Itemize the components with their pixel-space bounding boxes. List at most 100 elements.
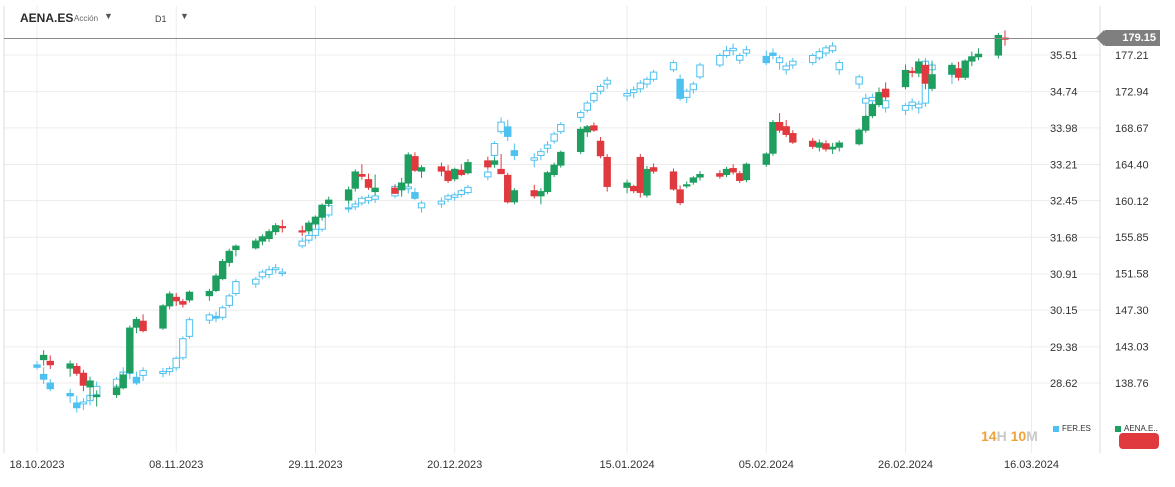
candle-body [603, 156, 611, 187]
candle-body [218, 261, 227, 280]
candle-body [696, 174, 704, 178]
candle [603, 154, 611, 192]
candle-body [218, 307, 227, 318]
candle-body [676, 189, 684, 204]
candle [636, 80, 645, 93]
candle [311, 226, 320, 239]
candle [689, 81, 698, 94]
candle [596, 136, 605, 159]
y-left-tick-label: 34.74 [1050, 87, 1078, 99]
candle-body [497, 121, 505, 133]
candle [809, 137, 817, 149]
candle [79, 398, 88, 411]
candle [126, 325, 134, 375]
candle [649, 69, 658, 82]
candle [762, 50, 770, 65]
candle-body [537, 191, 545, 197]
candle-body [79, 372, 88, 386]
candle [457, 188, 466, 198]
candle [643, 76, 651, 88]
candle [583, 100, 591, 113]
candle [318, 203, 326, 221]
candle [974, 48, 983, 61]
candle-body [79, 401, 88, 405]
chevron-down-icon[interactable]: ▼ [104, 11, 113, 21]
candle-body [265, 231, 273, 239]
candle-body [676, 78, 684, 99]
candle [179, 336, 187, 361]
y-left-tick-label: 28.62 [1050, 378, 1078, 390]
candle [729, 43, 737, 56]
symbol-label[interactable]: AENA.ES [20, 11, 74, 25]
chevron-down-icon[interactable]: ▼ [180, 11, 189, 21]
candle [716, 170, 724, 179]
x-tick-label: 08.11.2023 [149, 459, 203, 471]
candle-body [185, 291, 194, 301]
candle [504, 119, 512, 142]
candle-body [179, 301, 187, 305]
timeframe-selector[interactable]: D1 [155, 14, 167, 24]
candle [835, 60, 843, 75]
candle-body [881, 88, 890, 98]
legend-item-fer[interactable]: FER.ES [1053, 424, 1091, 433]
candle [46, 379, 54, 392]
candle [968, 51, 976, 67]
candle-body [86, 380, 94, 388]
candle-body [66, 392, 74, 397]
candle [411, 152, 419, 172]
candle-body [630, 185, 638, 192]
candle [165, 366, 174, 376]
candle-body [543, 144, 552, 149]
x-tick-label: 16.03.2024 [1004, 459, 1059, 471]
candle-body [232, 245, 240, 251]
legend-item-aena[interactable]: AENA.E.. [1115, 424, 1158, 433]
y-right-tick-label: 147.30 [1115, 305, 1149, 317]
candle-body [722, 168, 731, 176]
candle-body [271, 267, 280, 271]
candle [351, 200, 359, 211]
y-right-tick-label: 151.58 [1115, 269, 1149, 281]
countdown-hours-unit: H [996, 428, 1007, 444]
candle [908, 67, 916, 78]
candle-body [915, 103, 923, 109]
candle-body [364, 196, 373, 202]
candle-body [484, 160, 492, 168]
candle-body [46, 360, 54, 366]
candle-body [789, 60, 797, 66]
countdown-hours: 14 [981, 428, 997, 444]
candle-body [457, 169, 466, 176]
candle-countdown: 14H 10M [981, 428, 1038, 444]
candle-body [782, 65, 790, 71]
candle [543, 171, 552, 195]
candle-body [775, 57, 784, 64]
candle-body [404, 154, 412, 184]
candle-body [444, 195, 452, 200]
candle [530, 184, 538, 199]
candle-body [510, 150, 519, 156]
candle [351, 169, 359, 192]
candle [464, 184, 472, 195]
y-right-tick-label: 138.76 [1115, 378, 1149, 390]
candle [73, 395, 81, 413]
candle-body [583, 102, 591, 111]
candle-body [437, 166, 446, 172]
candle [881, 82, 890, 100]
candle-body [769, 52, 777, 56]
candle [39, 350, 48, 366]
candle-body [716, 173, 724, 177]
candle [954, 61, 963, 81]
candle-body [630, 89, 638, 94]
candle-body [576, 112, 585, 118]
candle-body [590, 93, 598, 102]
candle [252, 238, 260, 250]
candle-body [649, 71, 658, 80]
candle-body [225, 250, 233, 263]
candle [185, 290, 194, 303]
candle [696, 62, 704, 80]
candle [815, 139, 824, 152]
candle-body [815, 51, 824, 59]
candle [172, 356, 180, 371]
candle [358, 164, 366, 180]
